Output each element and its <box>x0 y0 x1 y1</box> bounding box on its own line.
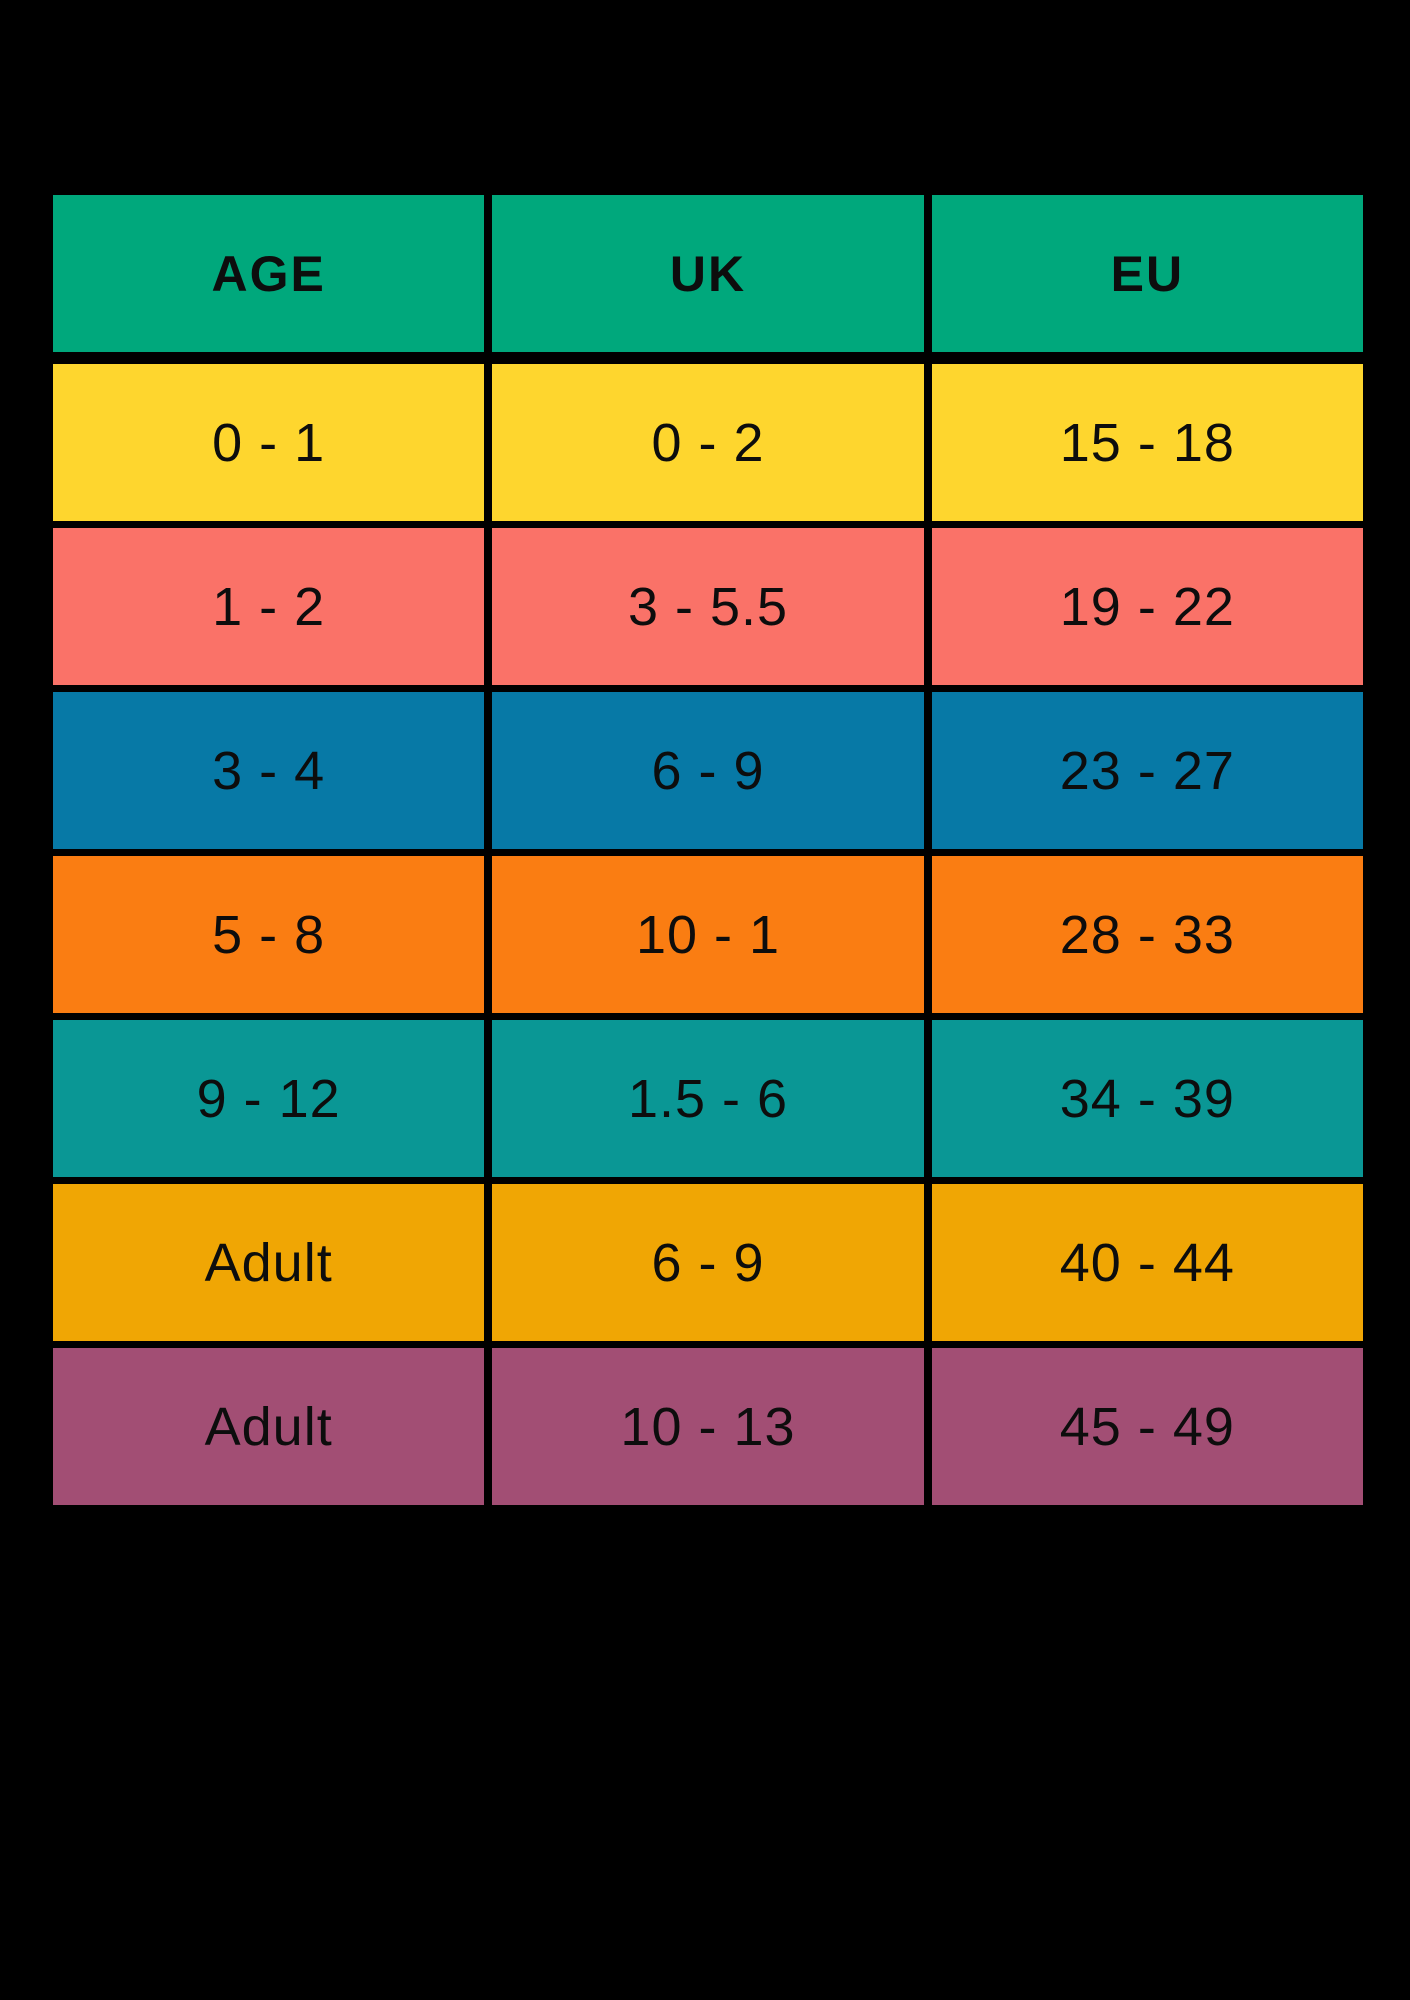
shoe-size-conversion-table: AGE UK EU 0 - 1 0 - 2 15 - 18 1 - 2 3 - … <box>53 195 1363 1505</box>
cell-uk: 1.5 - 6 <box>492 1020 924 1177</box>
table-row: 0 - 1 0 - 2 15 - 18 <box>53 364 1363 521</box>
cell-eu: 40 - 44 <box>931 1184 1363 1341</box>
cell-uk: 6 - 9 <box>492 1184 924 1341</box>
header-cell-eu: EU <box>931 195 1363 352</box>
cell-eu: 34 - 39 <box>931 1020 1363 1177</box>
cell-eu: 15 - 18 <box>931 364 1363 521</box>
cell-uk: 3 - 5.5 <box>492 528 924 685</box>
cell-age: 1 - 2 <box>53 528 485 685</box>
cell-eu: 45 - 49 <box>931 1348 1363 1505</box>
table-row: Adult 6 - 9 40 - 44 <box>53 1184 1363 1341</box>
header-cell-age: AGE <box>53 195 485 352</box>
table-row: 5 - 8 10 - 1 28 - 33 <box>53 856 1363 1013</box>
cell-age: Adult <box>53 1184 485 1341</box>
table-row: 3 - 4 6 - 9 23 - 27 <box>53 692 1363 849</box>
cell-eu: 28 - 33 <box>931 856 1363 1013</box>
cell-uk: 10 - 13 <box>492 1348 924 1505</box>
cell-uk: 0 - 2 <box>492 364 924 521</box>
cell-age: 9 - 12 <box>53 1020 485 1177</box>
cell-age: 0 - 1 <box>53 364 485 521</box>
cell-age: Adult <box>53 1348 485 1505</box>
cell-uk: 6 - 9 <box>492 692 924 849</box>
cell-eu: 19 - 22 <box>931 528 1363 685</box>
table-row: 1 - 2 3 - 5.5 19 - 22 <box>53 528 1363 685</box>
table-body: 0 - 1 0 - 2 15 - 18 1 - 2 3 - 5.5 19 - 2… <box>53 364 1363 1505</box>
cell-eu: 23 - 27 <box>931 692 1363 849</box>
table-row: 9 - 12 1.5 - 6 34 - 39 <box>53 1020 1363 1177</box>
header-cell-uk: UK <box>492 195 924 352</box>
cell-age: 3 - 4 <box>53 692 485 849</box>
table-row: Adult 10 - 13 45 - 49 <box>53 1348 1363 1505</box>
cell-age: 5 - 8 <box>53 856 485 1013</box>
table-header-row: AGE UK EU <box>53 195 1363 352</box>
cell-uk: 10 - 1 <box>492 856 924 1013</box>
